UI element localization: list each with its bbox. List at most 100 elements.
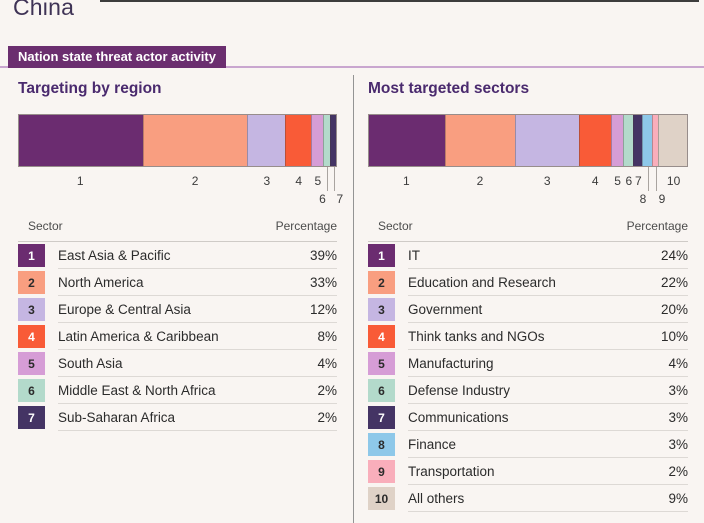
bar-index-label-2: 2 — [477, 174, 484, 188]
bar-segment-7 — [633, 115, 643, 166]
sector-percentage: 24% — [661, 248, 688, 263]
sector-name: Finance — [408, 437, 668, 452]
sector-name: Transportation — [408, 464, 668, 479]
stacked-bar — [368, 114, 688, 167]
bar-index-label-6: 6 — [625, 174, 632, 188]
table-row: 2North America33% — [18, 269, 337, 296]
sector-percentage: 2% — [668, 464, 688, 479]
bar-index-labels: 12345678910 — [368, 167, 688, 213]
bar-segment-10 — [658, 115, 687, 166]
sector-name: Government — [408, 302, 661, 317]
row-cell: Finance3% — [408, 431, 688, 458]
row-index-badge: 6 — [18, 379, 45, 402]
table-row: 3 Government20% — [368, 296, 688, 323]
table-row: 4 Think tanks and NGOs10% — [368, 323, 688, 350]
row-cell: North America33% — [58, 269, 337, 296]
section-header: Nation state threat actor activity — [0, 46, 704, 68]
row-cell: Sub-Saharan Africa2% — [58, 404, 337, 431]
sector-name: Defense Industry — [408, 383, 668, 398]
sector-name: All others — [408, 491, 668, 506]
sector-name: IT — [408, 248, 661, 263]
bar-segment-7 — [330, 115, 336, 166]
panel-targeting-by-region: Targeting by region 1234567 Sector Perce… — [0, 68, 353, 523]
leader-line — [327, 167, 328, 191]
sector-name: South Asia — [58, 356, 317, 371]
bar-segment-1 — [19, 115, 143, 166]
chart-title-region: Targeting by region — [18, 80, 337, 98]
table-header: Sector Percentage — [368, 219, 688, 242]
bar-index-label-5: 5 — [315, 174, 322, 188]
section-badge: Nation state threat actor activity — [8, 46, 226, 68]
row-cell: Transportation2% — [408, 458, 688, 485]
row-cell: East Asia & Pacific39% — [58, 242, 337, 269]
row-index-badge: 3 — [368, 298, 395, 321]
bar-index-label-6: 6 — [319, 192, 326, 206]
bar-segment-8 — [642, 115, 652, 166]
table-row: 6Defense Industry3% — [368, 377, 688, 404]
row-cell: Manufacturing4% — [408, 350, 688, 377]
page-title: China — [13, 0, 74, 21]
bar-index-labels: 1234567 — [18, 167, 337, 213]
sector-percentage: 3% — [668, 410, 688, 425]
bar-index-label-4: 4 — [295, 174, 302, 188]
sector-name: Sub-Saharan Africa — [58, 410, 317, 425]
bar-index-label-3: 3 — [544, 174, 551, 188]
table-row: 5South Asia4% — [18, 350, 337, 377]
chart-title-sectors: Most targeted sectors — [368, 80, 688, 98]
bar-segment-2 — [445, 115, 515, 166]
table-header-sector: Sector — [28, 219, 63, 233]
sector-percentage: 2% — [317, 410, 337, 425]
panel-most-targeted-sectors: Most targeted sectors 12345678910 Sector… — [354, 68, 704, 523]
bar-index-label-10: 10 — [667, 174, 680, 188]
row-index-badge: 1 — [368, 244, 395, 267]
sector-name: Middle East & North Africa — [58, 383, 317, 398]
row-index-badge: 2 — [368, 271, 395, 294]
table-header: Sector Percentage — [18, 219, 337, 242]
bar-segment-6 — [623, 115, 633, 166]
table-row: 1 IT24% — [368, 242, 688, 269]
bar-segment-3 — [247, 115, 285, 166]
sector-percentage: 8% — [317, 329, 337, 344]
table-row: 6Middle East & North Africa2% — [18, 377, 337, 404]
bar-index-label-7: 7 — [336, 192, 343, 206]
bar-segment-5 — [611, 115, 624, 166]
row-index-badge: 1 — [18, 244, 45, 267]
sector-percentage: 3% — [668, 437, 688, 452]
row-cell: Latin America & Caribbean8% — [58, 323, 337, 350]
row-cell: Communications3% — [408, 404, 688, 431]
sector-name: Education and Research — [408, 275, 661, 290]
sector-percentage: 20% — [661, 302, 688, 317]
leader-line — [656, 167, 657, 191]
sector-percentage: 4% — [668, 356, 688, 371]
row-index-badge: 6 — [368, 379, 395, 402]
leader-line — [334, 167, 335, 191]
row-index-badge: 3 — [18, 298, 45, 321]
row-index-badge: 9 — [368, 460, 395, 483]
sector-percentage: 22% — [661, 275, 688, 290]
row-cell: Think tanks and NGOs10% — [408, 323, 688, 350]
row-cell: Government20% — [408, 296, 688, 323]
sector-name: North America — [58, 275, 310, 290]
row-cell: Education and Research22% — [408, 269, 688, 296]
table-header-percentage: Percentage — [276, 219, 337, 233]
bar-segment-4 — [285, 115, 310, 166]
bar-segment-1 — [369, 115, 445, 166]
table-row: 7Sub-Saharan Africa2% — [18, 404, 337, 431]
bar-index-label-7: 7 — [635, 174, 642, 188]
table-header-percentage: Percentage — [627, 219, 688, 233]
bar-segment-3 — [515, 115, 579, 166]
table-row: 8Finance3% — [368, 431, 688, 458]
bar-index-label-4: 4 — [592, 174, 599, 188]
row-index-badge: 4 — [368, 325, 395, 348]
table-row: 3Europe & Central Asia12% — [18, 296, 337, 323]
stacked-bar — [18, 114, 337, 167]
sector-name: Communications — [408, 410, 668, 425]
sector-table-body: 1 IT24% 2 Education and Research22% 3 Governm… — [368, 242, 688, 512]
bar-index-label-2: 2 — [192, 174, 199, 188]
row-cell: All others9% — [408, 485, 688, 512]
bar-index-label-8: 8 — [640, 192, 647, 206]
bar-index-label-1: 1 — [403, 174, 410, 188]
content-columns: Targeting by region 1234567 Sector Perce… — [0, 68, 704, 523]
bar-index-label-5: 5 — [614, 174, 621, 188]
sector-name: Think tanks and NGOs — [408, 329, 661, 344]
